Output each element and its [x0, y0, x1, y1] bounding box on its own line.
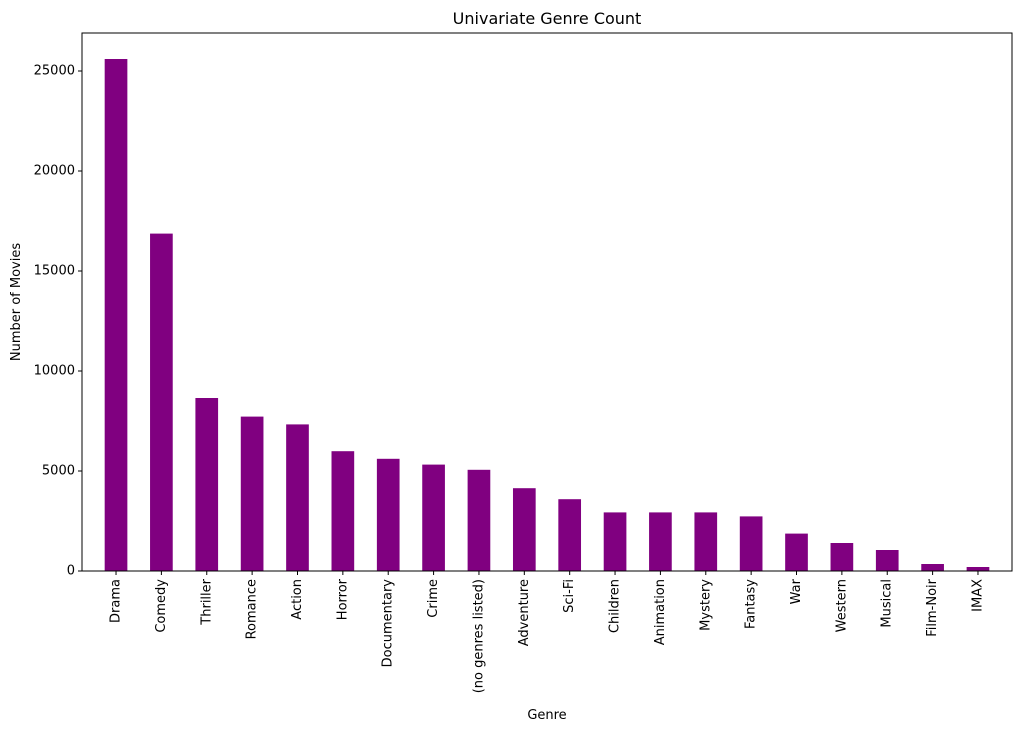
x-tick-label: Fantasy	[744, 579, 759, 629]
x-tick-label: Action	[290, 579, 305, 620]
x-tick-label: Mystery	[698, 579, 713, 631]
bars-group	[104, 59, 990, 571]
x-tick-label: Animation	[653, 579, 668, 645]
y-tick-label: 25000	[34, 64, 75, 79]
bar-musical	[875, 550, 899, 571]
x-tick-label: Thriller	[199, 578, 214, 625]
bar-documentary	[376, 458, 400, 571]
x-tick-label: Comedy	[154, 579, 169, 633]
bar-imax	[966, 567, 990, 571]
x-tick-label: Romance	[245, 579, 260, 639]
x-tick-label: Children	[608, 579, 623, 633]
bar-film-noir	[921, 564, 944, 571]
plot-frame	[81, 32, 1013, 572]
bar-thriller	[195, 398, 219, 571]
y-tick-label: 0	[67, 564, 75, 579]
bar-no-genres-listed	[467, 469, 491, 571]
bar-horror	[331, 451, 355, 571]
bar-adventure	[512, 488, 536, 571]
x-tick-label: Musical	[880, 579, 895, 628]
y-tick-label: 15000	[34, 264, 75, 279]
x-axis: Drama Comedy Thriller Romance Action Horror Do…	[109, 571, 985, 693]
x-tick-label: IMAX	[970, 579, 985, 612]
x-tick-label: Crime	[426, 579, 441, 618]
bar-sci-fi	[558, 499, 582, 571]
bar-comedy	[150, 233, 173, 571]
bar-fantasy	[739, 516, 763, 571]
bar-drama	[104, 59, 128, 571]
x-tick-label: Western	[834, 579, 849, 632]
y-tick-label: 10000	[34, 364, 75, 379]
x-tick-label: (no genres listed)	[471, 579, 486, 693]
y-axis-title: Number of Movies	[9, 243, 24, 361]
bar-western	[830, 543, 854, 571]
y-axis: 0 5000 10000 15000 20000 25000	[34, 64, 82, 579]
chart-title: Univariate Genre Count	[453, 9, 642, 28]
bar-romance	[240, 416, 264, 571]
x-tick-label: Drama	[109, 579, 124, 623]
x-tick-label: War	[789, 578, 804, 604]
x-tick-label: Horror	[335, 578, 350, 620]
x-tick-label: Adventure	[517, 579, 532, 646]
x-tick-label: Film-Noir	[925, 578, 940, 636]
bar-animation	[649, 512, 672, 571]
y-tick-label: 20000	[34, 164, 75, 179]
bar-children	[603, 512, 627, 571]
bar-crime	[422, 464, 445, 571]
bar-action	[286, 424, 309, 571]
x-axis-title: Genre	[527, 708, 566, 723]
bar-mystery	[694, 512, 718, 571]
bar-war	[785, 533, 808, 571]
x-tick-label: Documentary	[381, 579, 396, 668]
y-tick-label: 5000	[42, 464, 75, 479]
x-tick-label: Sci-Fi	[562, 579, 577, 613]
